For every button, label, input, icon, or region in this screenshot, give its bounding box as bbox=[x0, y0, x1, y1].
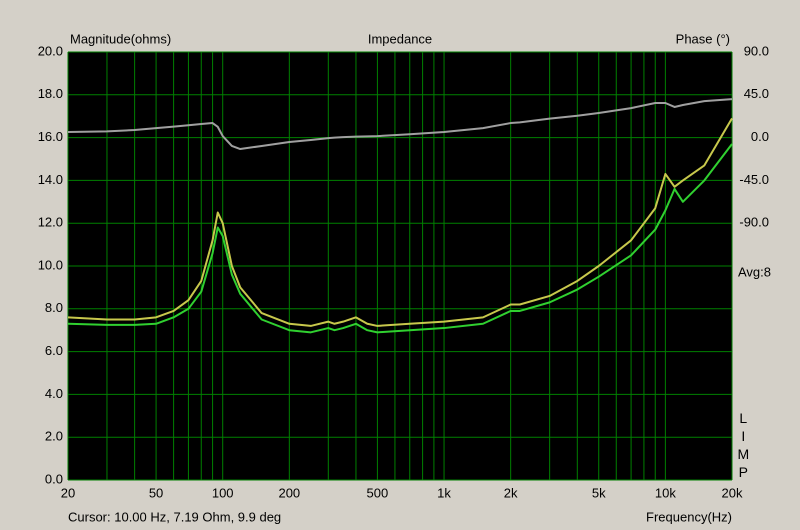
y2-tick-label: 0.0 bbox=[751, 129, 769, 144]
y-tick-label: 6.0 bbox=[45, 343, 63, 358]
series-line bbox=[67, 117, 733, 327]
y-tick-label: 2.0 bbox=[45, 429, 63, 444]
y-tick-label: 14.0 bbox=[38, 172, 63, 187]
y2-tick-label: -90.0 bbox=[739, 215, 769, 230]
y-axis-label: Magnitude(ohms) bbox=[70, 31, 171, 46]
x-tick-label: 20k bbox=[722, 485, 743, 500]
series-line bbox=[67, 98, 733, 151]
x-axis-label: Frequency(Hz) bbox=[646, 509, 732, 524]
y-tick-label: 0.0 bbox=[45, 471, 63, 486]
y-tick-label: 8.0 bbox=[45, 300, 63, 315]
x-tick-label: 100 bbox=[212, 485, 234, 500]
x-tick-label: 5k bbox=[592, 485, 606, 500]
y-tick-label: 18.0 bbox=[38, 86, 63, 101]
x-tick-label: 2k bbox=[504, 485, 518, 500]
chart-title: Impedance bbox=[368, 31, 432, 46]
y-tick-label: 16.0 bbox=[38, 129, 63, 144]
y2-tick-label: 45.0 bbox=[744, 86, 769, 101]
x-tick-label: 50 bbox=[149, 485, 163, 500]
x-tick-label: 10k bbox=[655, 485, 676, 500]
y-tick-label: 12.0 bbox=[38, 215, 63, 230]
x-tick-label: 1k bbox=[437, 485, 451, 500]
brand: LIMP bbox=[735, 410, 751, 482]
x-tick-label: 200 bbox=[278, 485, 300, 500]
annotation: Avg:8 bbox=[738, 264, 771, 279]
x-tick-label: 20 bbox=[61, 485, 75, 500]
y2-tick-label: -45.0 bbox=[739, 172, 769, 187]
status-text: Cursor: 10.00 Hz, 7.19 Ohm, 9.9 deg bbox=[68, 509, 281, 524]
y-tick-label: 4.0 bbox=[45, 386, 63, 401]
y2-tick-label: 90.0 bbox=[744, 43, 769, 58]
x-tick-label: 500 bbox=[367, 485, 389, 500]
y2-axis-label: Phase (°) bbox=[676, 31, 730, 46]
y-tick-label: 20.0 bbox=[38, 43, 63, 58]
series-line bbox=[67, 143, 733, 334]
y-tick-label: 10.0 bbox=[38, 257, 63, 272]
